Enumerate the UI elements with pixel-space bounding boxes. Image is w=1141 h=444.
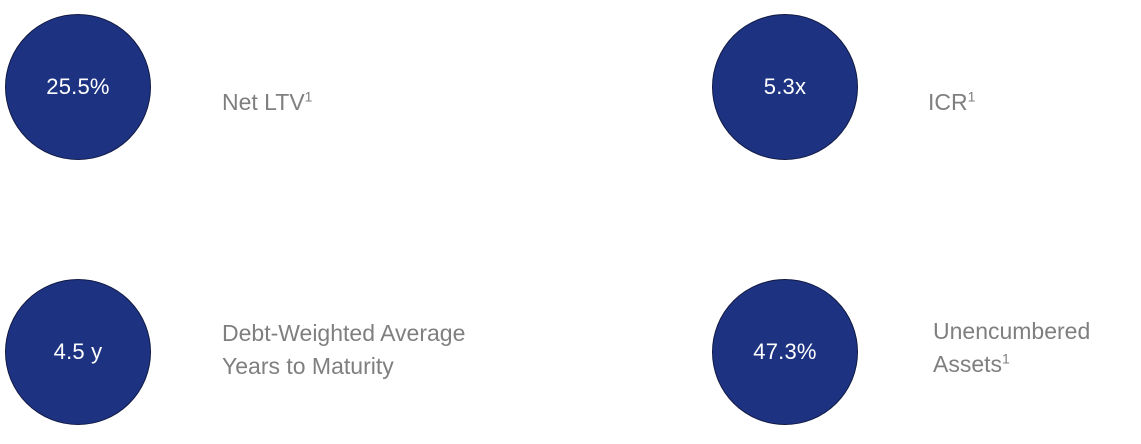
years-to-maturity-label-line2: Years to Maturity [222, 353, 394, 379]
unencumbered-assets-label-line2: Assets [933, 351, 1003, 377]
unencumbered-assets-label: Unencumbered Assets1 [933, 315, 1090, 381]
icr-circle: 5.3x [712, 14, 858, 160]
years-to-maturity-label-line1: Debt-Weighted Average [222, 320, 466, 346]
icr-value: 5.3x [763, 74, 807, 99]
icr-label-text: ICR [928, 89, 968, 115]
unencumbered-assets-footnote: 1 [1002, 350, 1010, 367]
net-ltv-circle: 25.5% [5, 14, 151, 160]
unencumbered-assets-circle: 47.3% [712, 279, 858, 425]
icr-footnote: 1 [967, 88, 976, 105]
years-to-maturity-label: Debt-Weighted Average Years to Maturity [222, 317, 465, 383]
unencumbered-assets-label-line2-wrap: Assets1 [933, 348, 1090, 381]
years-to-maturity-circle: 4.5 y [5, 279, 151, 425]
net-ltv-label: Net LTV1 [222, 86, 312, 119]
unencumbered-assets-label-line1: Unencumbered [933, 318, 1091, 344]
unencumbered-assets-value: 47.3% [753, 339, 817, 364]
net-ltv-label-text: Net LTV [222, 89, 305, 115]
icr-label: ICR1 [928, 86, 975, 119]
years-to-maturity-value: 4.5 y [53, 339, 103, 364]
net-ltv-footnote: 1 [304, 88, 313, 105]
net-ltv-value: 25.5% [46, 74, 110, 99]
